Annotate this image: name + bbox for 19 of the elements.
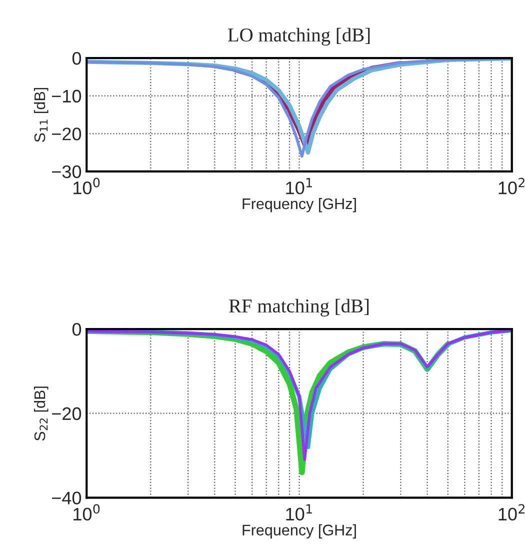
y-tick-label: 0	[72, 52, 82, 65]
y-tick-label: −20	[52, 128, 82, 140]
x-tick-label: 10$^{2}$	[498, 504, 524, 521]
y-axis-title: S$_{11}$ [dB]	[34, 88, 48, 142]
x-tick-label: 10$^{1}$	[286, 178, 312, 194]
y-tick-label: −10	[52, 90, 82, 103]
x-axis-title: Frequency [GHz]	[242, 198, 356, 212]
y-tick-label: −30	[52, 165, 82, 178]
x-tick-label: 10$^{0}$	[74, 504, 100, 521]
y-tick-label: −40	[52, 492, 82, 504]
x-axis-title: Frequency [GHz]	[242, 524, 356, 538]
x-tick-label: 10$^{1}$	[286, 504, 312, 521]
y-axis-title: S$_{22}$ [dB]	[34, 386, 48, 441]
y-tick-label: 0	[72, 322, 82, 336]
x-tick-label: 10$^{0}$	[74, 178, 100, 194]
chart-title: LO matching [dB]	[228, 28, 370, 46]
y-tick-label: −20	[52, 407, 82, 420]
x-tick-label: 10$^{2}$	[498, 178, 524, 194]
chart-title: RF matching [dB]	[229, 298, 369, 317]
